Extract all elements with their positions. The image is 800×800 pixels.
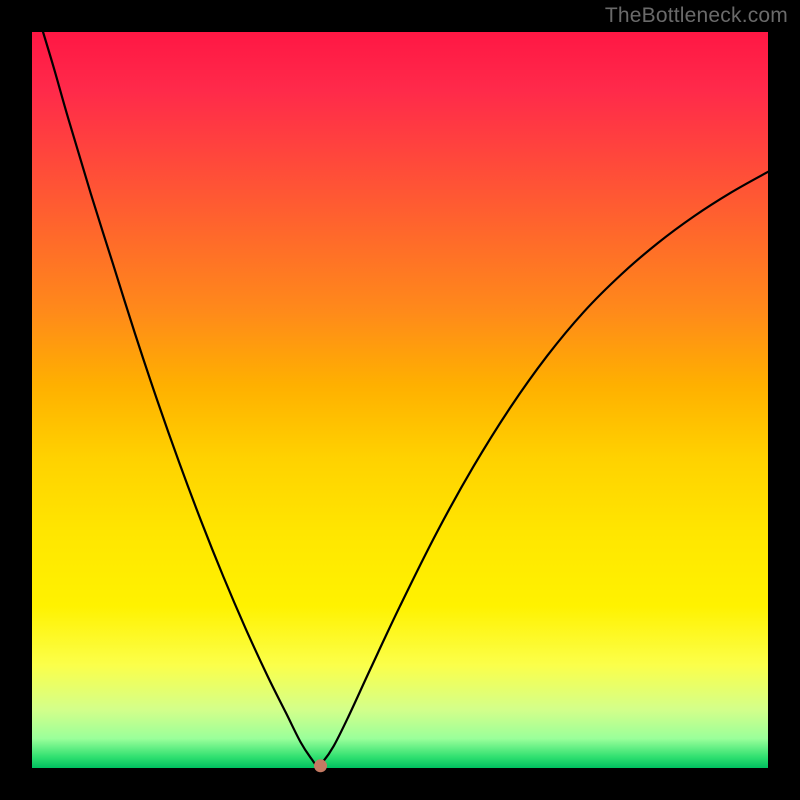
plot-area	[32, 32, 768, 768]
optimum-marker	[314, 759, 327, 772]
watermark-text: TheBottleneck.com	[605, 4, 788, 28]
canvas: TheBottleneck.com	[0, 0, 800, 800]
chart-svg	[0, 0, 800, 800]
